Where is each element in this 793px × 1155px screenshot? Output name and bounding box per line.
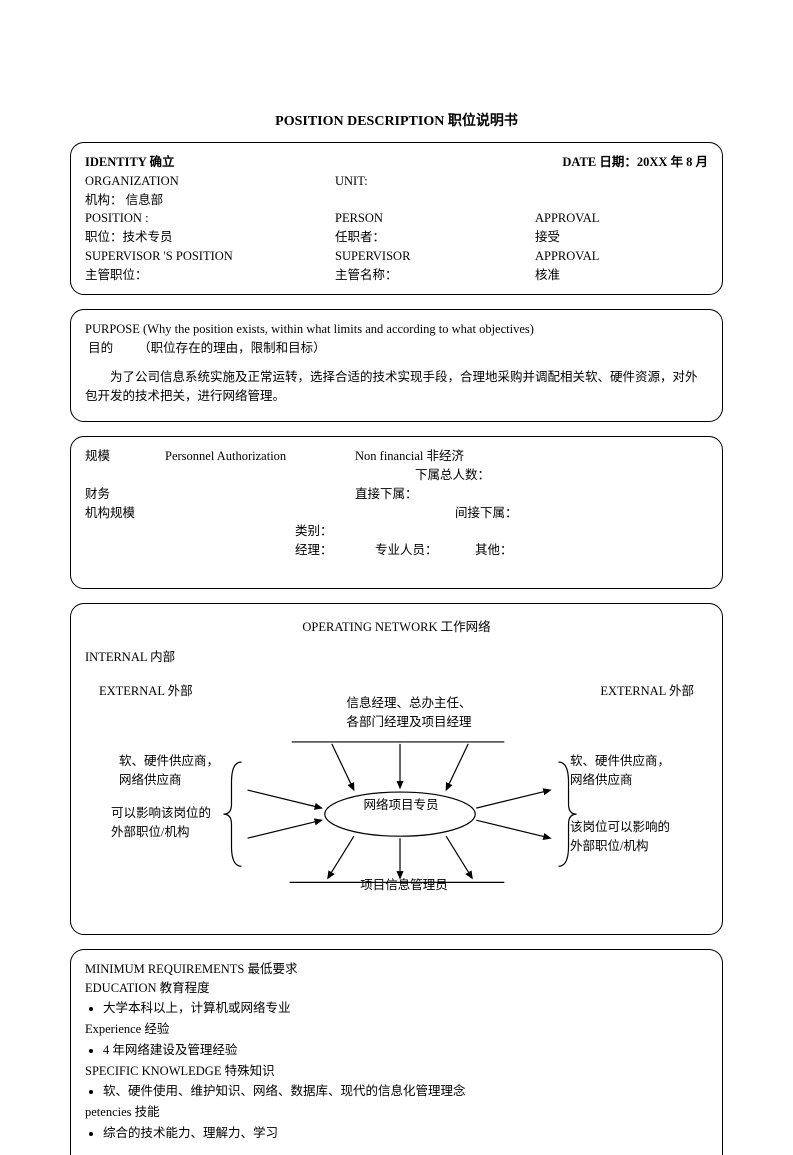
- scale-l5a: 经理：: [295, 541, 375, 560]
- exp-heading: Experience 经验: [85, 1020, 708, 1039]
- approval2-cn: 核准: [535, 266, 560, 285]
- pet-heading: petencies 技能: [85, 1103, 708, 1122]
- network-left2: 可以影响该岗位的 外部职位/机构: [111, 804, 241, 842]
- sup-pos-en: SUPERVISOR 'S POSITION: [85, 247, 335, 266]
- scale-l2b: 直接下属：: [355, 485, 418, 504]
- approval-cn: 接受: [535, 228, 560, 247]
- approval-en: APPROVAL: [535, 209, 599, 228]
- person-en: PERSON: [335, 209, 535, 228]
- internal-label: INTERNAL 内部: [85, 648, 175, 667]
- minreq-heading: MINIMUM REQUIREMENTS 最低要求: [85, 960, 708, 979]
- purpose-heading: PURPOSE (Why the position exists, within…: [85, 320, 708, 339]
- scale-l5c: 其他：: [475, 541, 513, 560]
- network-box: OPERATING NETWORK 工作网络 INTERNAL 内部 EXTER…: [70, 603, 723, 935]
- network-top-text: 信息经理、总办主任、 各部门经理及项目经理: [329, 694, 489, 732]
- scale-box: 规模 Personnel Authorization Non financial…: [70, 436, 723, 589]
- purpose-body: 为了公司信息系统实施及正常运转，选择合适的技术实现手段，合理地采购并调配相关软、…: [85, 368, 708, 406]
- exp-bullet: 4 年网络建设及管理经验: [103, 1041, 708, 1060]
- pet-bullet: 综合的技术能力、理解力、学习: [103, 1124, 708, 1143]
- person-cn: 任职者：: [335, 228, 535, 247]
- sup-en: SUPERVISOR: [335, 247, 535, 266]
- position-en: POSITION :: [85, 209, 335, 228]
- network-bottom: 项目信息管理员: [349, 876, 459, 895]
- date-label: DATE 日期：20XX 年 8 月: [562, 155, 708, 169]
- network-right1: 软、硬件供应商， 网络供应商: [570, 752, 690, 790]
- org-en: ORGANIZATION: [85, 172, 335, 191]
- identity-heading: IDENTITY 确立: [85, 155, 174, 169]
- external-left-label: EXTERNAL 外部: [99, 682, 193, 701]
- scale-l4a: 类别：: [295, 522, 333, 541]
- scale-l1b: Personnel Authorization: [165, 447, 355, 466]
- purpose-box: PURPOSE (Why the position exists, within…: [70, 309, 723, 422]
- network-left1: 软、硬件供应商， 网络供应商: [119, 752, 239, 790]
- approval2-en: APPROVAL: [535, 247, 599, 266]
- minreq-box: MINIMUM REQUIREMENTS 最低要求 EDUCATION 教育程度…: [70, 949, 723, 1155]
- scale-l3a: 机构规模: [85, 504, 455, 523]
- scale-l2a: 财务: [85, 485, 355, 504]
- scale-l1c: Non financial 非经济: [355, 447, 464, 466]
- network-title: OPERATING NETWORK 工作网络: [85, 618, 708, 637]
- purpose-heading-cn: 目的 （职位存在的理由，限制和目标）: [85, 339, 708, 358]
- know-bullet: 软、硬件使用、维护知识、网络、数据库、现代的信息化管理理念: [103, 1082, 708, 1101]
- scale-l5b: 专业人员：: [375, 541, 475, 560]
- know-heading: SPECIFIC KNOWLEDGE 特殊知识: [85, 1062, 708, 1081]
- scale-l1a: 规模: [85, 447, 165, 466]
- org-cn: 机构： 信息部: [85, 191, 708, 210]
- edu-bullet: 大学本科以上，计算机或网络专业: [103, 999, 708, 1018]
- position-cn: 职位：技术专员: [85, 228, 335, 247]
- external-right-label: EXTERNAL 外部: [600, 682, 694, 701]
- sup-cn: 主管名称：: [335, 266, 535, 285]
- unit-en: UNIT:: [335, 172, 368, 191]
- scale-l3b: 间接下属：: [455, 504, 518, 523]
- document-title: POSITION DESCRIPTION 职位说明书: [70, 110, 723, 130]
- sup-pos-cn: 主管职位：: [85, 266, 335, 285]
- network-center: 网络项目专员: [361, 796, 441, 815]
- scale-l1d: 下属总人数：: [415, 466, 490, 485]
- edu-heading: EDUCATION 教育程度: [85, 979, 708, 998]
- identity-box: IDENTITY 确立 DATE 日期：20XX 年 8 月 ORGANIZAT…: [70, 142, 723, 295]
- network-right2: 该岗位可以影响的 外部职位/机构: [570, 818, 690, 856]
- page: POSITION DESCRIPTION 职位说明书 IDENTITY 确立 D…: [0, 0, 793, 1122]
